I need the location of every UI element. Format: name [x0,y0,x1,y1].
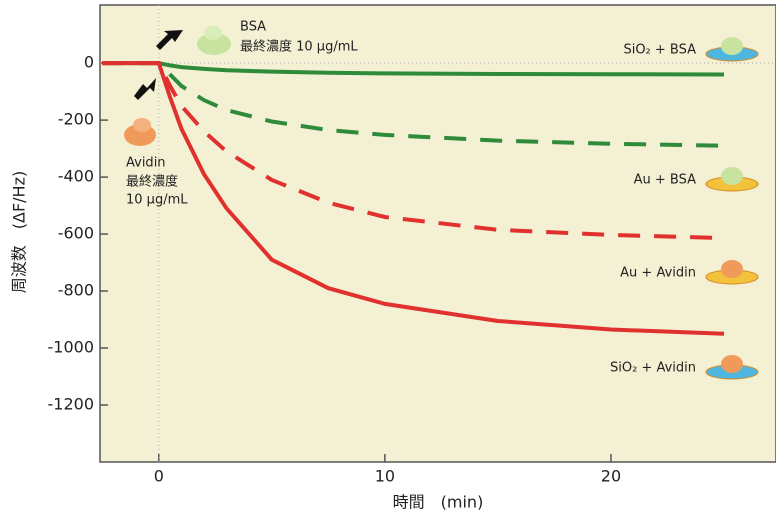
y-tick-label: 0 [84,53,94,72]
arrow [156,30,183,50]
series-label: Au + Avidin [620,266,696,281]
x-axis-title: 時間 (min) [393,493,484,512]
bsa-icon [197,33,231,55]
x-tick-label: 20 [601,467,621,486]
y-tick-label: -400 [58,167,94,186]
annotation: Avidin [126,156,166,171]
plot-area [99,4,776,463]
x-tick-label: 10 [375,467,395,486]
series-line [102,61,725,77]
y-tick-label: -1200 [48,395,95,414]
molecule-icon [721,355,743,373]
series-line [102,61,725,148]
avidin-icon [133,118,151,132]
annotation: 10 µg/mL [126,193,188,208]
series-label: Au + BSA [634,173,696,188]
molecule-icon [721,167,743,185]
series-label: SiO₂ + Avidin [610,361,696,376]
x-tick-label: 0 [154,467,164,486]
arrow [134,78,156,100]
plot [100,5,776,462]
y-tick-label: -800 [58,281,94,300]
molecule-icon [721,37,743,55]
y-tick-label: -200 [58,110,94,129]
y-tick-label: -1000 [48,338,95,357]
bsa-icon [204,26,222,40]
annotation: BSA [240,20,266,35]
series-label: SiO₂ + BSA [623,43,696,58]
series-line [102,61,725,336]
annotation: 最終濃度 10 µg/mL [240,39,358,55]
surface-icons [705,37,759,380]
y-tick-label: -600 [58,224,94,243]
y-axis-title: 周波数 (ΔF/Hz) [10,171,29,293]
molecule-icon [721,260,743,278]
series-line [102,61,725,241]
annotation: 最終濃度 [126,174,178,190]
